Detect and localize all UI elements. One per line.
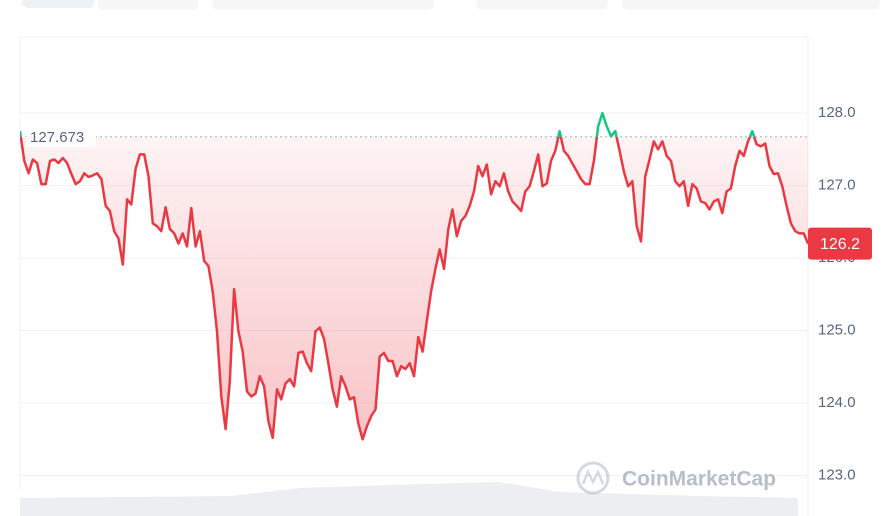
y-tick-label: 123.0: [818, 466, 856, 483]
volume-area: [20, 482, 798, 516]
price-tag-label: 126.2: [820, 236, 860, 253]
tab[interactable]: [22, 0, 94, 8]
reference-label: 127.673: [30, 129, 84, 146]
watermark-logo: [576, 461, 610, 495]
reference-label-bg: [26, 126, 96, 147]
price-line: [20, 136, 808, 441]
tab[interactable]: [98, 0, 198, 10]
y-tick-label: 124.0: [818, 394, 856, 411]
y-tick-label: 128.0: [818, 104, 856, 121]
y-tick-label: 127.0: [818, 177, 856, 194]
tab[interactable]: [622, 0, 880, 10]
area: [20, 136, 808, 440]
price-tag: [808, 227, 872, 260]
y-tick-label: 125.0: [818, 322, 856, 339]
tab[interactable]: [212, 0, 434, 10]
watermark: CoinMarketCap: [622, 468, 776, 491]
tab[interactable]: [476, 0, 608, 10]
